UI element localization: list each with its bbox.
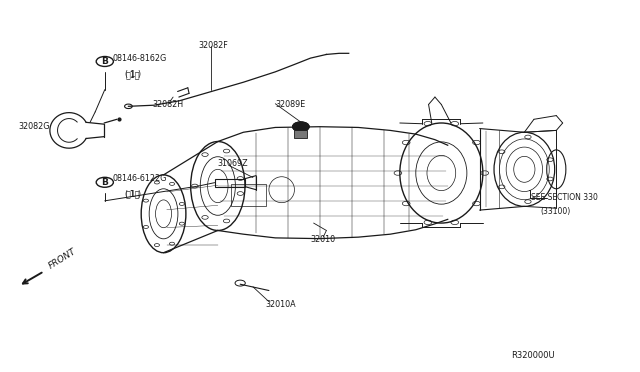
Text: 08146-8162G: 08146-8162G (113, 54, 166, 62)
Text: 31069Z: 31069Z (218, 159, 248, 168)
Text: ( 1 ): ( 1 ) (125, 70, 141, 79)
Text: R320000U: R320000U (511, 351, 556, 360)
Text: SEE SECTION 330: SEE SECTION 330 (531, 193, 598, 202)
Text: ( 1 ): ( 1 ) (125, 190, 141, 199)
Text: B: B (101, 57, 108, 66)
Text: （1）: （1） (125, 190, 140, 199)
Text: (33100): (33100) (540, 207, 571, 216)
Text: （1）: （1） (125, 70, 140, 79)
Bar (230, 184, 266, 206)
Text: 32082H: 32082H (153, 100, 184, 109)
Text: B: B (101, 178, 108, 187)
Text: FRONT: FRONT (47, 247, 77, 270)
Text: 32010: 32010 (310, 235, 335, 244)
Text: 32010A: 32010A (266, 300, 296, 309)
Text: 32082F: 32082F (198, 41, 228, 50)
Bar (294, 131, 307, 138)
Text: 32082G: 32082G (19, 122, 50, 131)
Text: 08146-6122G: 08146-6122G (113, 174, 167, 183)
Circle shape (292, 122, 309, 132)
Text: 32089E: 32089E (275, 100, 305, 109)
